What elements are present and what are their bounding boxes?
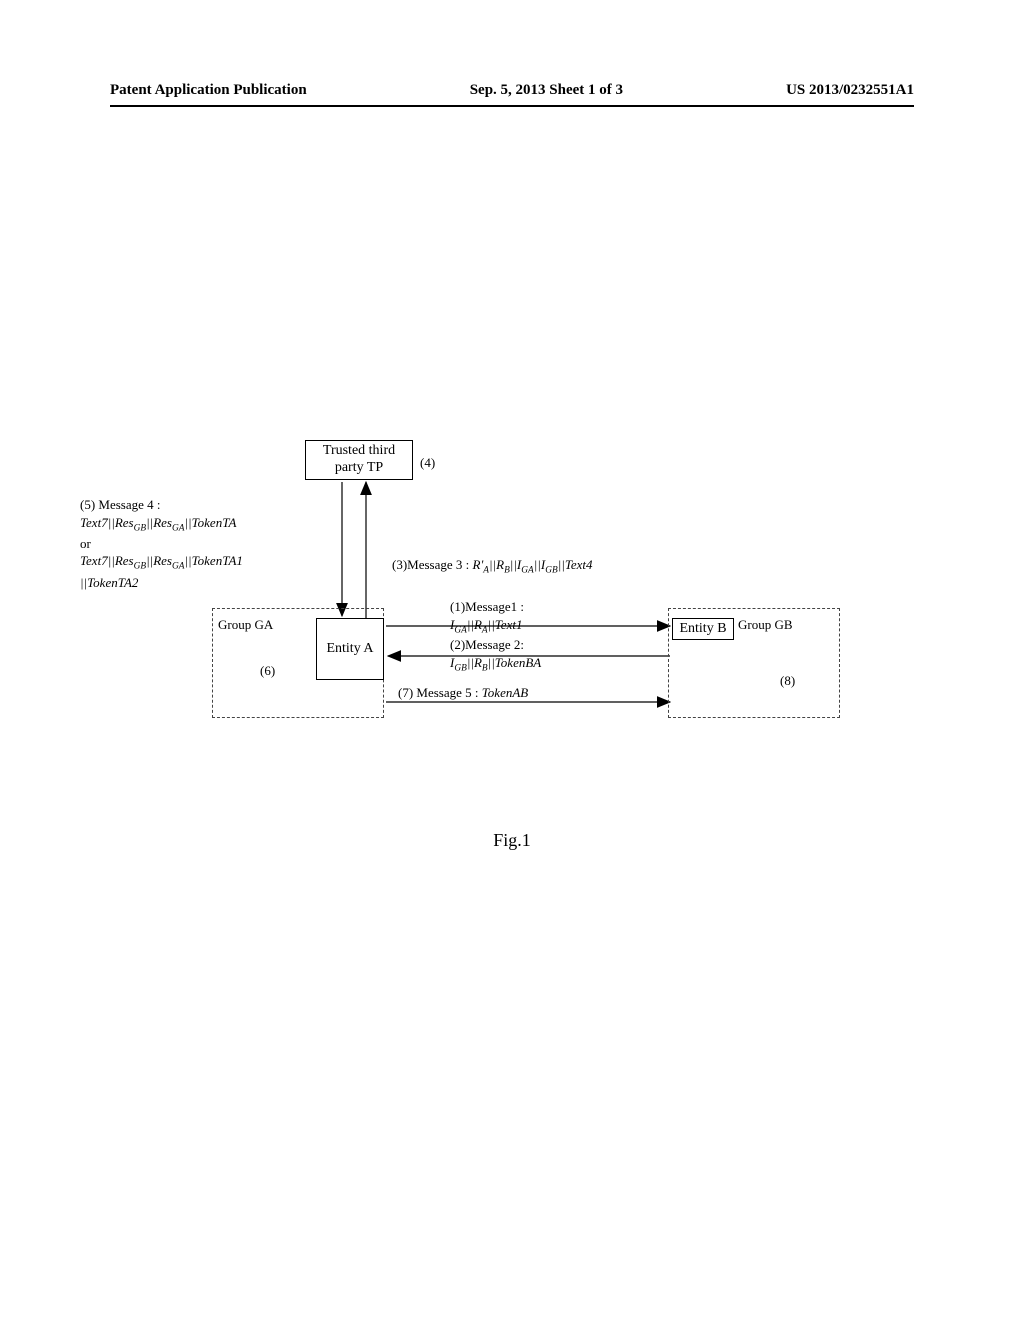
m3rb: ||R	[489, 557, 504, 572]
m4l1s2: GA	[172, 523, 184, 533]
m4l1s1: GB	[134, 523, 146, 533]
m1iga: GA	[454, 625, 466, 635]
header-right: US 2013/0232551A1	[786, 82, 914, 99]
m2end: ||TokenBA	[488, 655, 542, 670]
m2-body: IGB||RB||TokenBA	[450, 654, 541, 675]
m2-title: (2)Message 2:	[450, 636, 541, 654]
m4l1a: Text7||Res	[80, 515, 134, 530]
m4l2s1: GB	[134, 562, 146, 572]
m4l1c: ||TokenTA	[184, 515, 236, 530]
m3igb: GB	[545, 566, 557, 576]
message-1-label: (1)Message1 : IGA||RA||Text1	[450, 598, 524, 637]
m4l1b: ||Res	[146, 515, 172, 530]
m4l2s2: GA	[172, 562, 184, 572]
m2r: ||R	[467, 655, 482, 670]
m1-body: IGA||RA||Text1	[450, 616, 524, 637]
m4l2c: ||TokenTA1	[184, 553, 242, 568]
message-2-label: (2)Message 2: IGB||RB||TokenBA	[450, 636, 541, 675]
message-5-label: (7) Message 5 : TokenAB	[398, 684, 528, 702]
m3r: R'	[473, 557, 484, 572]
header-left: Patent Application Publication	[110, 82, 307, 99]
header-rule	[110, 105, 914, 107]
m3i2: ||I	[534, 557, 545, 572]
node-entity-b: Entity B	[672, 618, 734, 640]
m3end: ||Text4	[558, 557, 593, 572]
m4l2b: ||Res	[146, 553, 172, 568]
group-ga-label: Group GA	[218, 616, 273, 634]
m5-token: TokenAB	[482, 685, 528, 700]
msg4-or: or	[80, 535, 320, 553]
m1end: ||Text1	[488, 617, 523, 632]
entity-a-label: Entity A	[326, 641, 373, 658]
group-gb-label: Group GB	[738, 616, 793, 634]
msg4-title: (5) Message 4 :	[80, 496, 320, 514]
message-4-label: (5) Message 4 : Text7||ResGB||ResGA||Tok…	[80, 496, 320, 591]
figure-1-diagram: Trusted third party TP (4) (5) Message 4…	[110, 440, 914, 760]
message-3-label: (3)Message 3 : R'A||RB||IGA||IGB||Text4	[392, 556, 593, 577]
entity-b-label: Entity B	[679, 621, 726, 638]
msg4-line3: ||TokenTA2	[80, 574, 320, 592]
step-4-marker: (4)	[420, 454, 435, 472]
node-trusted-third-party: Trusted third party TP	[305, 440, 413, 480]
m3i1: ||I	[510, 557, 521, 572]
m3iga: GA	[521, 566, 533, 576]
header-row: Patent Application Publication Sep. 5, 2…	[110, 82, 914, 99]
header-center: Sep. 5, 2013 Sheet 1 of 3	[470, 82, 623, 99]
m3-prefix: (3)Message 3 :	[392, 557, 473, 572]
m5-prefix: (7) Message 5 :	[398, 685, 482, 700]
group-ga-step6: (6)	[260, 662, 275, 680]
msg4-line2: Text7||ResGB||ResGA||TokenTA1	[80, 552, 320, 573]
page-header: Patent Application Publication Sep. 5, 2…	[0, 82, 1024, 107]
tp-label: Trusted third party TP	[323, 443, 395, 477]
msg4-line1: Text7||ResGB||ResGA||TokenTA	[80, 514, 320, 535]
group-gb-step8: (8)	[780, 672, 795, 690]
m2igb: GB	[454, 663, 466, 673]
m1-title: (1)Message1 :	[450, 598, 524, 616]
m1r: ||R	[467, 617, 482, 632]
node-entity-a: Entity A	[316, 618, 384, 680]
step4-text: (4)	[420, 455, 435, 470]
figure-caption: Fig.1	[493, 830, 531, 851]
m4l2a: Text7||Res	[80, 553, 134, 568]
